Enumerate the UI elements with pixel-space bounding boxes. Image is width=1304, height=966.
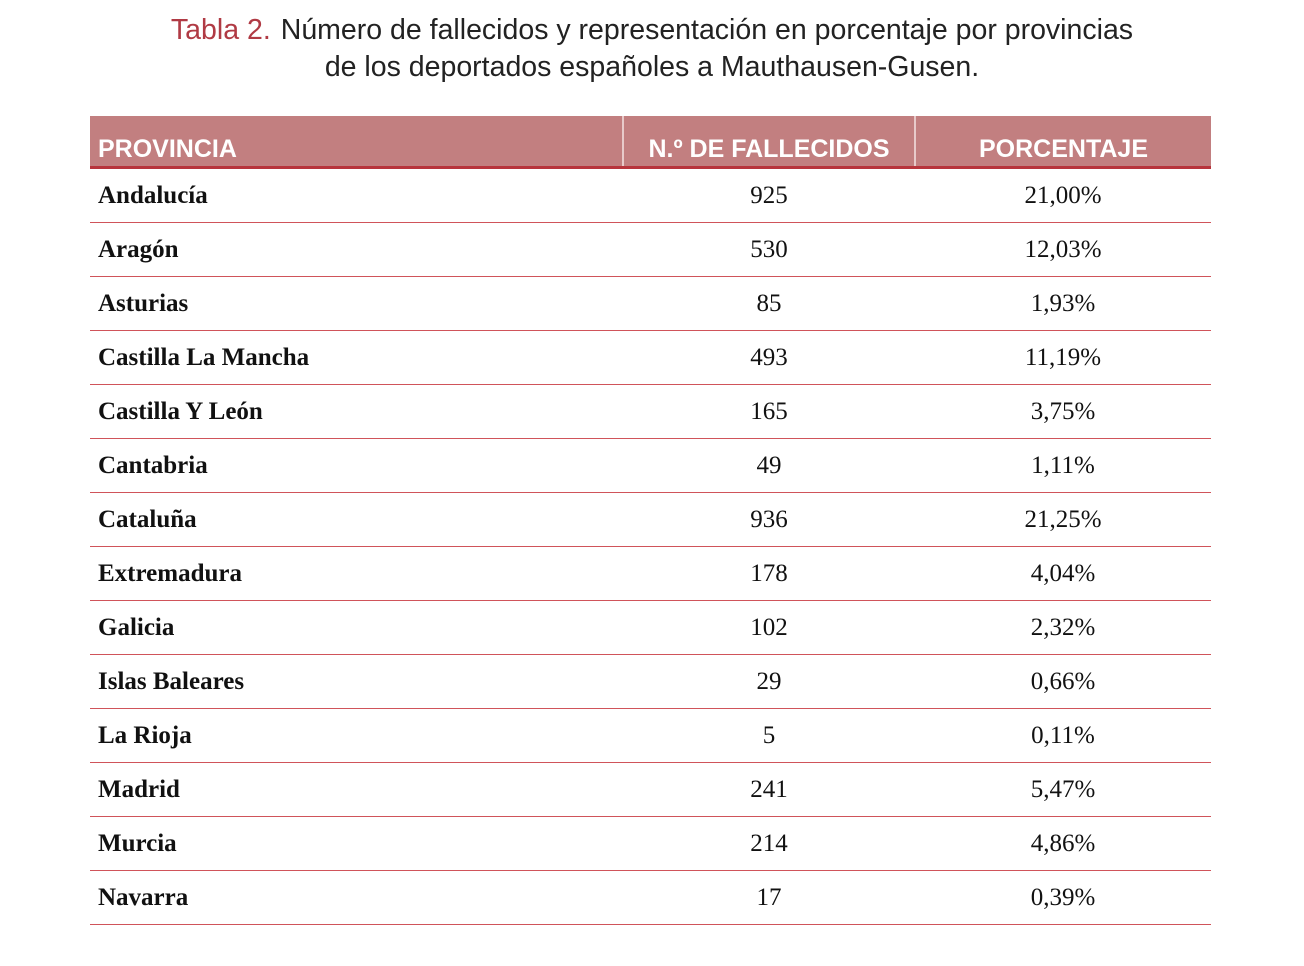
deaths-cell: 214 — [623, 816, 915, 871]
header-porcentaje: PORCENTAJE — [915, 116, 1211, 169]
deaths-cell: 493 — [623, 330, 915, 385]
province-cell: Islas Baleares — [90, 654, 623, 709]
table-row: Madrid 241 5,47% — [90, 762, 1211, 817]
deaths-cell: 178 — [623, 546, 915, 601]
percentage-cell: 21,25% — [915, 492, 1211, 547]
header-fallecidos: N.º DE FALLECIDOS — [622, 116, 916, 169]
percentage-cell: 2,32% — [915, 600, 1211, 655]
header-provincia: PROVINCIA — [90, 116, 623, 169]
province-cell: Murcia — [90, 816, 623, 871]
province-cell: Cantabria — [90, 438, 623, 493]
table-caption: Tabla 2. Número de fallecidos y represent… — [0, 12, 1304, 86]
province-cell: La Rioja — [90, 708, 623, 763]
province-cell: Galicia — [90, 600, 623, 655]
province-cell: Madrid — [90, 762, 623, 817]
percentage-cell: 4,04% — [915, 546, 1211, 601]
caption-line-2: de los deportados españoles a Mauthausen… — [324, 51, 980, 83]
percentage-cell: 11,19% — [915, 330, 1211, 385]
table-row: Andalucía 925 21,00% — [90, 167, 1211, 223]
deaths-cell: 241 — [623, 762, 915, 817]
table-row: Extremadura 178 4,04% — [90, 546, 1211, 601]
percentage-cell: 12,03% — [915, 222, 1211, 277]
deaths-cell: 17 — [623, 870, 915, 925]
province-cell: Cataluña — [90, 492, 623, 547]
deaths-cell: 85 — [623, 276, 915, 331]
province-cell: Castilla Y León — [90, 384, 623, 439]
table-row: Murcia 214 4,86% — [90, 816, 1211, 871]
percentage-cell: 3,75% — [915, 384, 1211, 439]
table-row: Navarra 17 0,39% — [90, 870, 1211, 925]
province-cell: Castilla La Mancha — [90, 330, 623, 385]
table-row: La Rioja 5 0,11% — [90, 708, 1211, 763]
percentage-cell: 0,39% — [915, 870, 1211, 925]
province-cell: Aragón — [90, 222, 623, 277]
percentage-cell: 1,11% — [915, 438, 1211, 493]
caption-line-1: Tabla 2. Número de fallecidos y represent… — [0, 12, 1304, 49]
deaths-cell: 165 — [623, 384, 915, 439]
deaths-cell: 936 — [623, 492, 915, 547]
deaths-cell: 29 — [623, 654, 915, 709]
deaths-cell: 5 — [623, 708, 915, 763]
table-row: Aragón 530 12,03% — [90, 222, 1211, 277]
table-row: Galicia 102 2,32% — [90, 600, 1211, 655]
table-row: Asturias 85 1,93% — [90, 276, 1211, 331]
table-row: Islas Baleares 29 0,66% — [90, 654, 1211, 709]
percentage-cell: 0,66% — [915, 654, 1211, 709]
table-row: Castilla La Mancha 493 11,19% — [90, 330, 1211, 385]
deaths-cell: 102 — [623, 600, 915, 655]
deaths-cell: 49 — [623, 438, 915, 493]
percentage-cell: 21,00% — [915, 167, 1211, 223]
province-cell: Extremadura — [90, 546, 623, 601]
province-cell: Andalucía — [90, 167, 623, 223]
deaths-cell: 925 — [623, 167, 915, 223]
province-cell: Asturias — [90, 276, 623, 331]
deaths-cell: 530 — [623, 222, 915, 277]
table-row: Cataluña 936 21,25% — [90, 492, 1211, 547]
percentage-cell: 4,86% — [915, 816, 1211, 871]
percentage-cell: 0,11% — [915, 708, 1211, 763]
table-row: Cantabria 49 1,11% — [90, 438, 1211, 493]
table-row: Castilla Y León 165 3,75% — [90, 384, 1211, 439]
percentage-cell: 5,47% — [915, 762, 1211, 817]
deaths-by-province-table: PROVINCIA N.º DE FALLECIDOS PORCENTAJE A… — [90, 116, 1211, 925]
province-cell: Navarra — [90, 870, 623, 925]
caption-text-1: Número de fallecidos y representación en… — [280, 14, 1134, 46]
table-header-row: PROVINCIA N.º DE FALLECIDOS PORCENTAJE — [90, 116, 1211, 169]
caption-label: Tabla 2. — [170, 14, 271, 46]
percentage-cell: 1,93% — [915, 276, 1211, 331]
